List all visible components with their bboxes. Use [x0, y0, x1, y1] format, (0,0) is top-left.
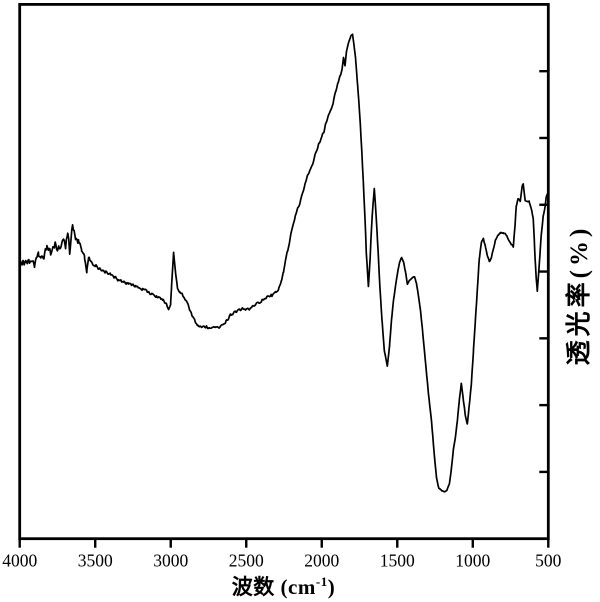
spectrum-curve [18, 33, 550, 493]
x-axis-title-superscript: -1 [315, 574, 328, 589]
y-axis-title: 透光率(%) [566, 224, 593, 366]
x-axis-title-text: 波数 (cm [231, 575, 316, 599]
x-tick-label: 1000 [455, 551, 490, 571]
x-tick-label: 4000 [2, 551, 37, 571]
x-tick-label: 3000 [153, 551, 188, 571]
x-tick-label: 1500 [380, 551, 415, 571]
x-axis-title: 波数 (cm-1) [0, 571, 567, 601]
plot-area: 4000 3500 3000 2500 2000 1500 1000 500 [2, 3, 562, 571]
x-tick-label: 2500 [229, 551, 264, 571]
x-axis-title-close: ) [327, 575, 336, 599]
x-tick-label: 500 [535, 551, 562, 571]
x-tick-label: 2000 [304, 551, 339, 571]
x-tick-label: 3500 [78, 551, 113, 571]
